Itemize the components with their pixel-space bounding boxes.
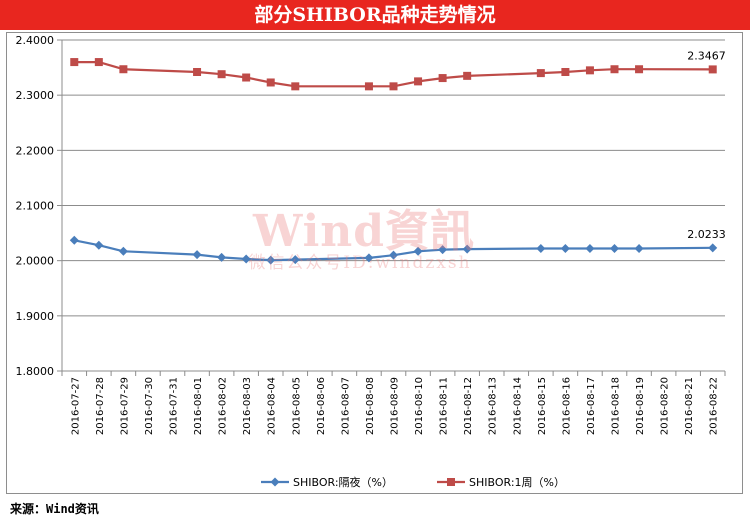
x-tick-label: 2016-08-01 bbox=[193, 377, 204, 435]
data-point-square bbox=[635, 65, 644, 74]
data-point-square bbox=[70, 58, 79, 67]
x-tick-label: 2016-07-28 bbox=[95, 377, 106, 435]
x-tick-label: 2016-08-15 bbox=[537, 377, 548, 435]
x-tick-label: 2016-08-08 bbox=[365, 377, 376, 435]
line-chart: 1.8000 1.9000 2.0000 2.1000 2.2000 2.3000 2.40… bbox=[16, 34, 726, 489]
data-point-diamond bbox=[94, 240, 104, 250]
x-tick-label: 2016-08-21 bbox=[684, 377, 695, 435]
x-tick-label: 2016-08-16 bbox=[561, 377, 572, 435]
data-point-square bbox=[438, 74, 447, 83]
y-tick-label: 1.9000 bbox=[16, 310, 55, 323]
data-point-square bbox=[389, 82, 398, 91]
data-point-square bbox=[536, 69, 545, 78]
x-tick-label: 2016-08-20 bbox=[660, 377, 671, 435]
data-point-diamond bbox=[438, 245, 448, 255]
x-tick-label: 2016-08-13 bbox=[488, 377, 499, 435]
x-tick-label: 2016-08-02 bbox=[218, 377, 229, 435]
data-point-square bbox=[364, 82, 373, 91]
data-point-square bbox=[94, 58, 103, 67]
data-point-diamond bbox=[364, 253, 374, 263]
x-tick-label: 2016-08-17 bbox=[586, 377, 597, 435]
x-tick-label: 2016-08-03 bbox=[242, 377, 253, 435]
data-point-diamond bbox=[389, 250, 398, 260]
data-point-square bbox=[119, 65, 128, 74]
data-point-diamond bbox=[462, 244, 472, 254]
data-point-square bbox=[217, 70, 226, 79]
data-point-diamond bbox=[290, 255, 300, 265]
chart-frame: 1.8000 1.9000 2.0000 2.1000 2.2000 2.3000 2.40… bbox=[6, 32, 743, 494]
x-tick-label: 2016-07-30 bbox=[144, 377, 155, 435]
data-point-diamond bbox=[69, 235, 79, 245]
watermark-logo: Wind資訊 bbox=[252, 206, 476, 257]
source-note: 来源：Wind资讯 bbox=[10, 502, 99, 516]
x-tick-label: 2016-08-18 bbox=[611, 377, 622, 435]
y-tick-label: 2.3000 bbox=[16, 89, 55, 102]
y-tick-label: 2.2000 bbox=[16, 144, 55, 157]
data-point-diamond bbox=[536, 244, 546, 254]
y-tick-label: 1.8000 bbox=[16, 365, 55, 378]
data-point-diamond bbox=[118, 246, 128, 256]
legend-marker-square bbox=[447, 478, 455, 486]
data-point-square bbox=[610, 65, 619, 74]
chart-title: 部分SHIBOR品种走势情况 bbox=[0, 0, 750, 30]
legend-label: SHIBOR:1周（%） bbox=[469, 476, 565, 489]
data-point-diamond bbox=[610, 244, 619, 254]
data-point-square bbox=[463, 71, 472, 80]
x-tick-label: 2016-08-22 bbox=[709, 377, 720, 435]
data-point-square bbox=[561, 67, 570, 76]
x-tick-label: 2016-07-31 bbox=[169, 377, 180, 435]
data-point-square bbox=[193, 67, 202, 76]
data-point-diamond bbox=[217, 252, 227, 262]
x-tick-label: 2016-08-12 bbox=[463, 377, 474, 435]
data-point-square bbox=[708, 65, 717, 74]
x-tick-label: 2016-07-27 bbox=[70, 377, 81, 435]
x-tick-label: 2016-08-19 bbox=[635, 377, 646, 435]
x-tick-label: 2016-08-07 bbox=[340, 377, 351, 435]
data-label: 2.3467 bbox=[687, 49, 726, 62]
data-point-square bbox=[242, 73, 251, 82]
legend-label: SHIBOR:隔夜（%） bbox=[293, 475, 393, 489]
x-tick-label: 2016-08-09 bbox=[390, 377, 401, 435]
legend-marker-diamond bbox=[270, 477, 280, 487]
data-point-diamond bbox=[560, 244, 570, 254]
data-point-diamond bbox=[708, 243, 718, 253]
data-point-square bbox=[266, 78, 275, 87]
data-label: 2.0233 bbox=[687, 228, 726, 241]
x-tick-label: 2016-08-05 bbox=[291, 377, 302, 435]
x-tick-label: 2016-08-10 bbox=[414, 377, 425, 435]
x-tick-label: 2016-08-14 bbox=[512, 377, 523, 435]
watermark-subtitle: 微信公众号ID:windzxsh bbox=[248, 253, 472, 273]
x-tick-label: 2016-07-29 bbox=[119, 377, 130, 435]
x-tick-label: 2016-08-06 bbox=[316, 377, 327, 435]
data-point-diamond bbox=[634, 244, 644, 254]
y-tick-label: 2.4000 bbox=[16, 34, 55, 47]
y-tick-label: 2.0000 bbox=[16, 255, 55, 268]
data-point-diamond bbox=[413, 246, 423, 256]
y-tick-label: 2.1000 bbox=[16, 200, 55, 213]
data-point-square bbox=[585, 66, 594, 75]
x-tick-label: 2016-08-04 bbox=[267, 377, 278, 435]
data-point-square bbox=[291, 82, 300, 91]
data-point-square bbox=[414, 77, 423, 86]
x-tick-label: 2016-08-11 bbox=[439, 377, 450, 435]
data-point-diamond bbox=[585, 244, 595, 254]
data-point-diamond bbox=[192, 250, 202, 260]
